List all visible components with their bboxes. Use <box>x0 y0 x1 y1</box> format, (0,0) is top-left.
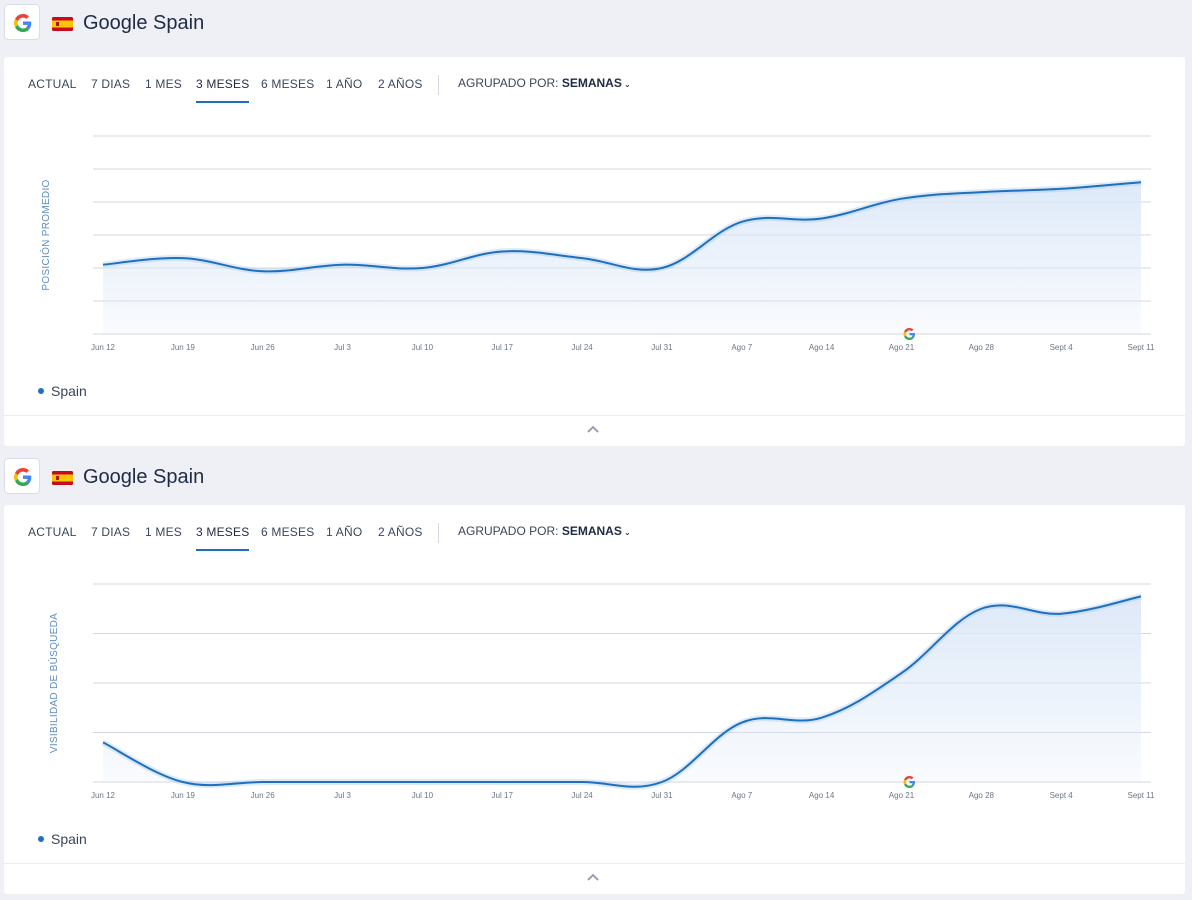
tab-3-meses[interactable]: 3 MESES <box>196 77 250 103</box>
group-by-select[interactable]: SEMANAS ⌄ <box>562 524 631 538</box>
x-tick-label: Ago 21 <box>889 343 915 352</box>
x-tick-label: Ago 14 <box>809 791 835 800</box>
google-g-icon[interactable] <box>4 458 40 494</box>
x-tick-label: Ago 14 <box>809 343 835 352</box>
legend-label: Spain <box>51 831 87 847</box>
google-g-icon[interactable] <box>4 4 40 40</box>
series-area <box>103 182 1141 334</box>
group-by: AGRUPADO POR: SEMANAS ⌄ <box>458 524 631 538</box>
legend-dot <box>38 836 44 843</box>
chevron-up-icon[interactable] <box>586 424 600 434</box>
position-chart: Jun 12 Jun 19 Jun 26 Jul 3 Jul 10 Jul 17 Jul 2… <box>39 135 1156 352</box>
y-axis-label: POSICIÓN PROMEDIO <box>39 179 52 290</box>
x-tick-label: Jun 12 <box>91 791 116 800</box>
tab-1-mes[interactable]: 1 MES <box>145 525 183 539</box>
x-tick-label: Jul 3 <box>334 343 351 352</box>
series-area <box>103 596 1141 787</box>
legend-dot <box>38 388 44 395</box>
group-by: AGRUPADO POR: SEMANAS ⌄ <box>458 76 631 90</box>
chevron-up-icon[interactable] <box>586 872 600 882</box>
series-line <box>102 181 1142 273</box>
tab-1-mes[interactable]: 1 MES <box>145 77 183 91</box>
tab-6-meses[interactable]: 6 MESES <box>261 77 315 91</box>
x-tick-label: Jul 17 <box>492 791 514 800</box>
legend-label: Spain <box>51 383 87 399</box>
tab-2-anos[interactable]: 2 AÑOS <box>378 77 423 91</box>
chevron-down-icon: ⌄ <box>621 80 631 89</box>
x-tick-label: Jun 26 <box>251 791 276 800</box>
tab-7-dias[interactable]: 7 DIAS <box>91 77 131 91</box>
x-tick-label: Jul 31 <box>651 791 673 800</box>
tab-6-meses[interactable]: 6 MESES <box>261 525 315 539</box>
engine-header: Google Spain <box>0 0 1192 48</box>
x-tick-label: Jul 10 <box>412 343 434 352</box>
engine-header: Google Spain <box>0 454 1192 502</box>
x-tick-label: Jul 24 <box>571 791 593 800</box>
x-tick-label: Jun 26 <box>251 343 276 352</box>
x-tick-label: Jul 10 <box>412 791 434 800</box>
x-tick-label: Sept 4 <box>1050 343 1074 352</box>
series-line <box>102 595 1142 788</box>
x-tick-label: Sept 4 <box>1050 791 1074 800</box>
chevron-down-icon: ⌄ <box>621 528 631 537</box>
group-by-label: AGRUPADO POR: <box>458 76 559 90</box>
engine-title: Google Spain <box>83 12 205 34</box>
x-tick-label: Sept 11 <box>1128 343 1156 352</box>
legend: Spain <box>38 383 87 399</box>
group-by-select[interactable]: SEMANAS ⌄ <box>562 76 631 90</box>
tab-7-dias[interactable]: 7 DIAS <box>91 525 131 539</box>
visibility-chart: Jun 12 Jun 19 Jun 26 Jul 3 Jul 10 Jul 17 Jul 2… <box>47 583 1156 800</box>
spain-flag-icon <box>52 471 73 485</box>
tabs-divider <box>438 75 439 95</box>
tab-3-meses[interactable]: 3 MESES <box>196 525 250 551</box>
x-tick-label: Jul 31 <box>651 343 673 352</box>
x-tick-label: Ago 7 <box>731 791 752 800</box>
group-by-value: SEMANAS <box>561 76 622 90</box>
tabs-divider <box>438 523 439 543</box>
x-tick-label: Ago 7 <box>731 343 752 352</box>
x-tick-label: Jun 19 <box>171 791 196 800</box>
x-tick-label: Jul 3 <box>334 791 351 800</box>
tab-actual[interactable]: ACTUAL <box>28 77 77 91</box>
x-tick-label: Ago 28 <box>969 343 995 352</box>
tab-actual[interactable]: ACTUAL <box>28 525 77 539</box>
chart-card-position: ACTUAL 7 DIAS 1 MES 3 MESES 6 MESES 1 AÑ… <box>4 57 1185 446</box>
y-axis-label: VISIBILIDAD DE BÚSQUEDA <box>47 613 60 753</box>
x-tick-label: Ago 21 <box>889 791 915 800</box>
group-by-label: AGRUPADO POR: <box>458 524 559 538</box>
x-tick-label: Jul 24 <box>571 343 593 352</box>
google-g-icon <box>903 776 915 788</box>
google-g-icon <box>903 328 915 340</box>
collapse-bar <box>4 863 1185 894</box>
x-tick-label: Ago 28 <box>969 791 995 800</box>
chart-card-visibility: ACTUAL 7 DIAS 1 MES 3 MESES 6 MESES 1 AÑ… <box>4 505 1185 894</box>
tab-1-ano[interactable]: 1 AÑO <box>326 77 363 91</box>
tab-2-anos[interactable]: 2 AÑOS <box>378 525 423 539</box>
legend: Spain <box>38 831 87 847</box>
x-tick-label: Jun 19 <box>171 343 196 352</box>
tab-1-ano[interactable]: 1 AÑO <box>326 525 363 539</box>
engine-title: Google Spain <box>83 466 205 488</box>
x-tick-label: Sept 11 <box>1128 791 1156 800</box>
x-tick-label: Jul 17 <box>492 343 514 352</box>
group-by-value: SEMANAS <box>561 524 622 538</box>
x-tick-label: Jun 12 <box>91 343 116 352</box>
spain-flag-icon <box>52 17 73 31</box>
collapse-bar <box>4 415 1185 446</box>
